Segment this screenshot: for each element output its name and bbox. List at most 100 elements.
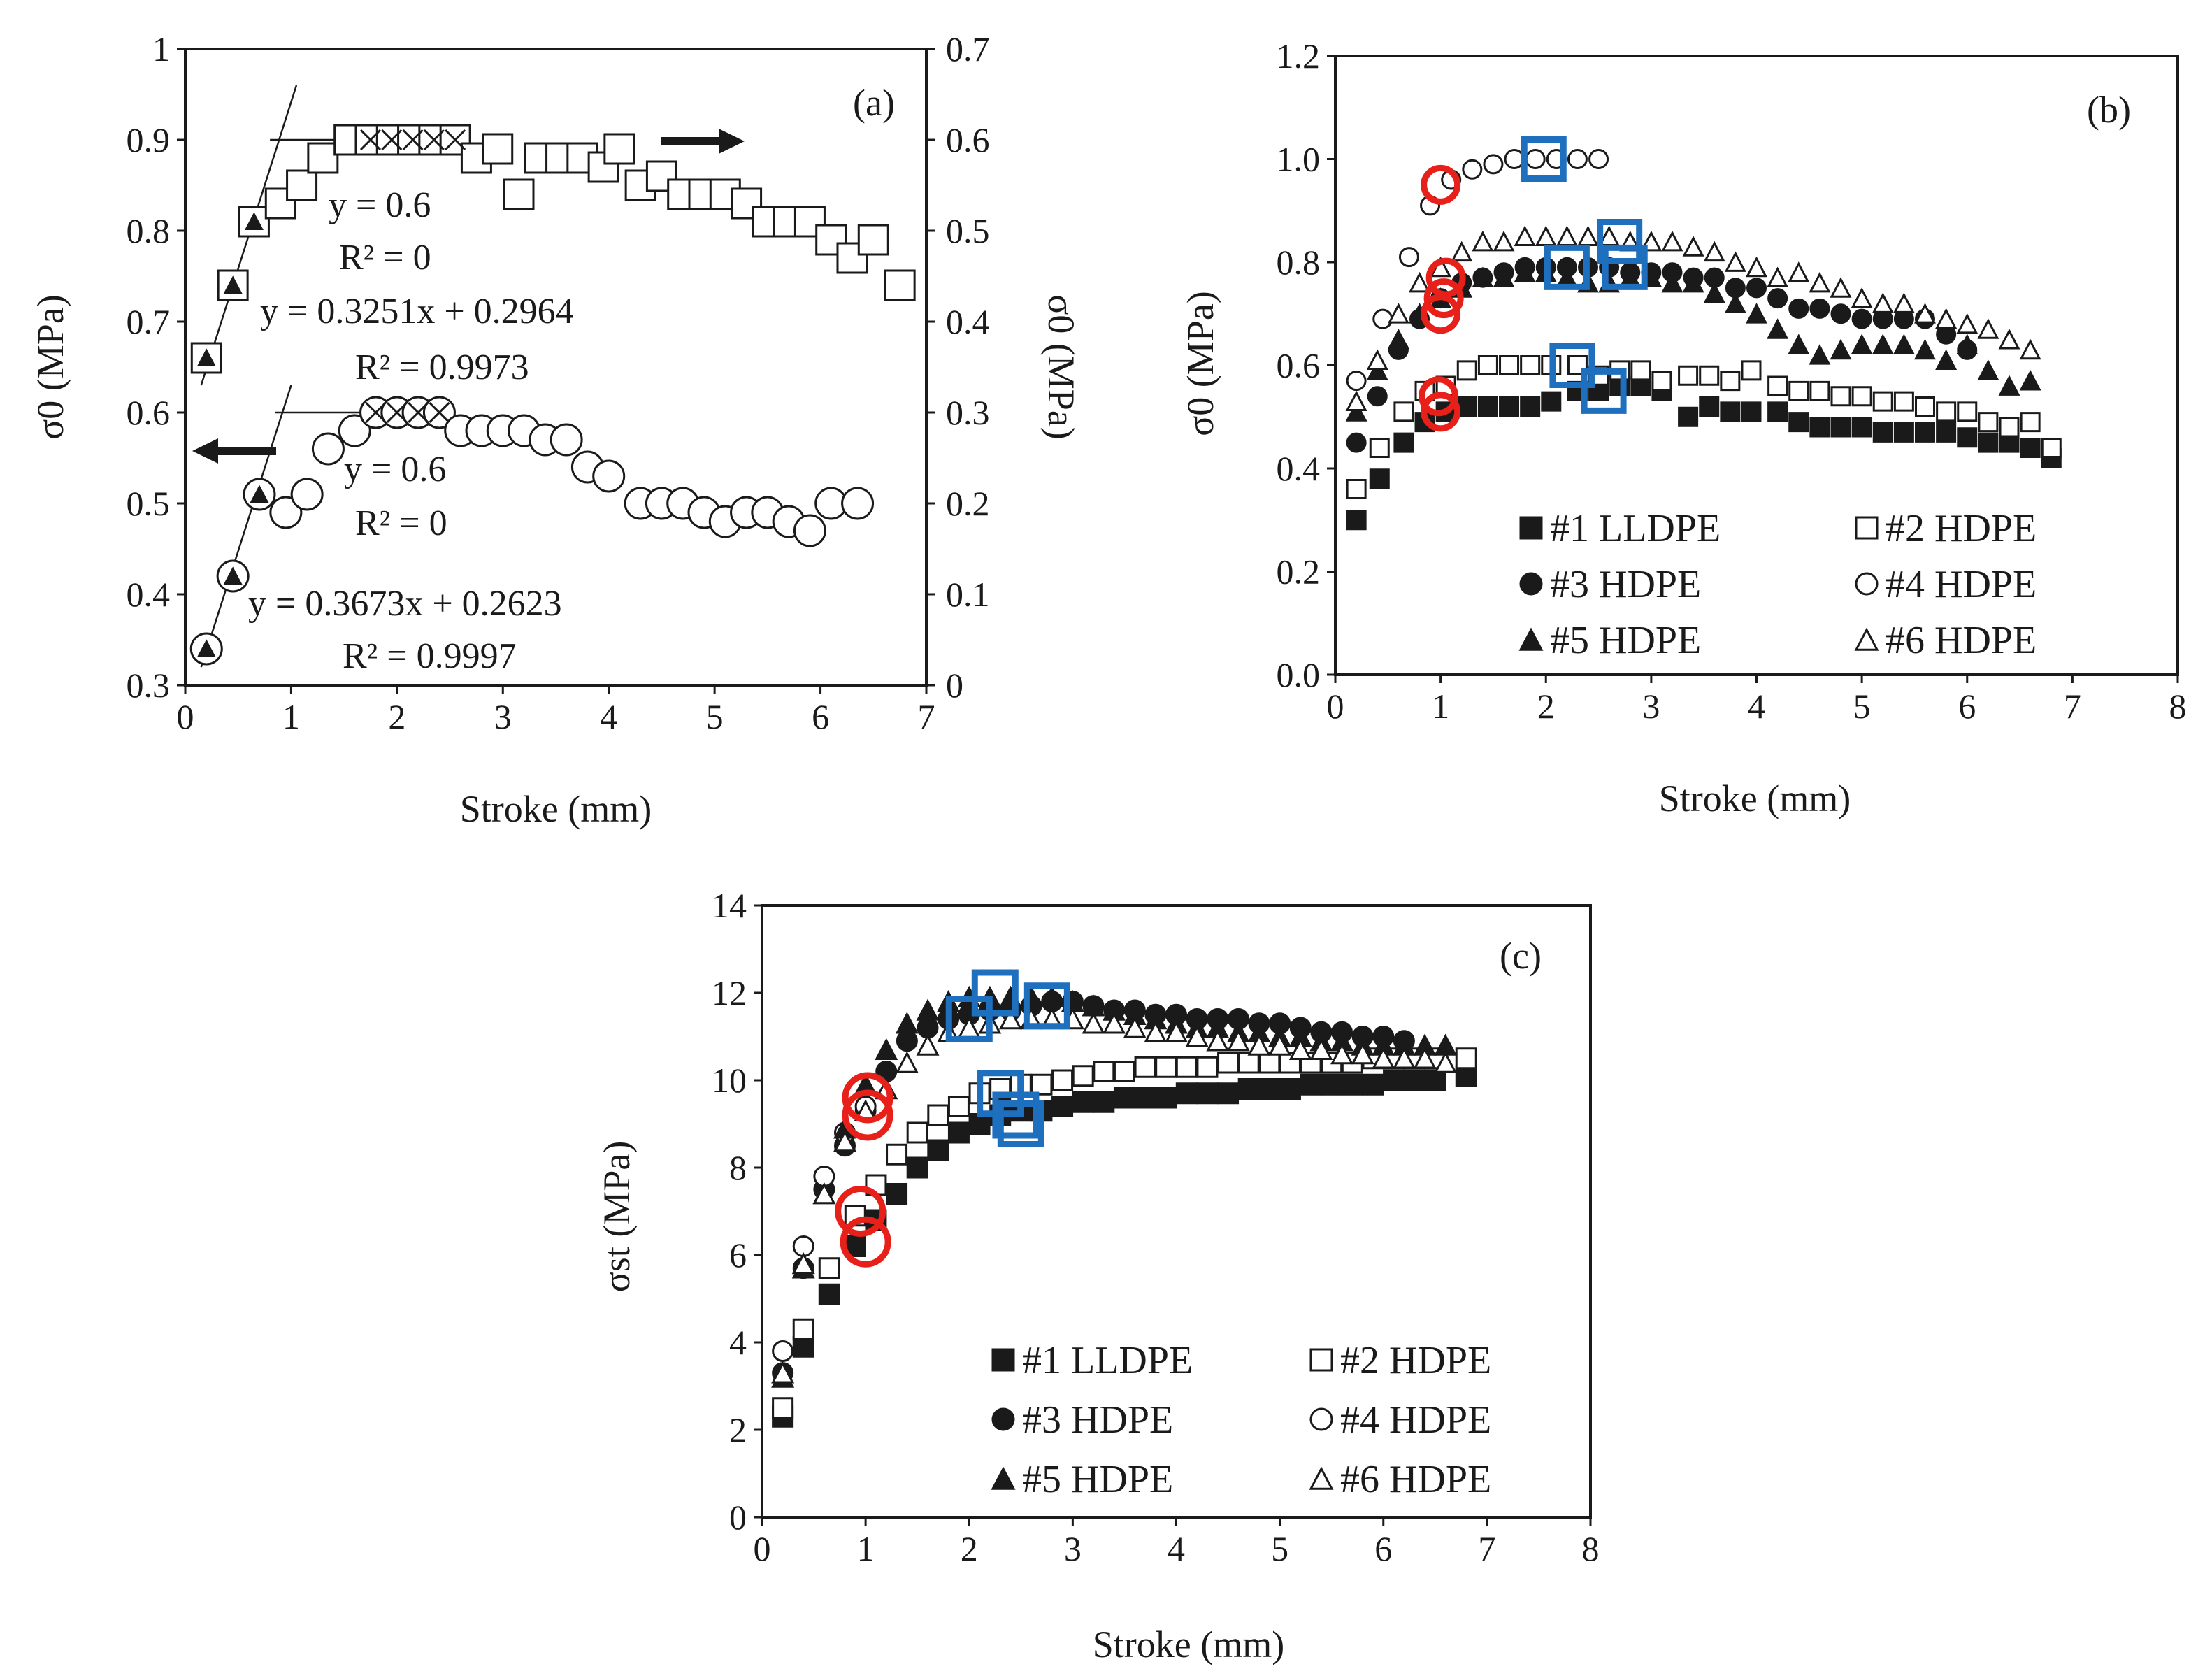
panel-b-data-point: [1366, 359, 1388, 380]
panel-a-plateau-x-mark: [429, 401, 450, 424]
panel-a-plateau-x-mark: [445, 129, 466, 151]
panel-b-x-tick-label: 7: [2064, 687, 2081, 726]
panel-b-data-point: [1914, 303, 1936, 324]
panel-b-data-point: [1998, 375, 2020, 396]
panel-c-data-point: [792, 1318, 814, 1340]
panel-a-circle-point: [793, 514, 826, 547]
fit-r2-upper-linear: R² = 0.9973: [355, 347, 529, 387]
panel-c-data-point: [1413, 1047, 1437, 1069]
panel-a-left-axis-title: σ0 (MPa): [29, 294, 71, 440]
panel-b-highlight-blue-square: [1549, 343, 1595, 388]
panel-c-data-point: [1217, 1052, 1240, 1074]
panel-b-data-point: [1477, 396, 1498, 417]
panel-b-data-point: [1957, 427, 1978, 448]
panel-b-highlight-red-circle: [1423, 278, 1464, 319]
panel-c-x-tick-label: 8: [1582, 1529, 1600, 1568]
panel-b-highlight-red-circle: [1421, 392, 1461, 432]
panel-b-highlight-red-circle: [1425, 257, 1466, 298]
panel-c-data-point: [1185, 1024, 1209, 1047]
panel-b-x-tick-label: 3: [1642, 687, 1660, 726]
panel-c-x-tick-label: 5: [1271, 1529, 1288, 1568]
panel-c-y-tick-label: 8: [729, 1148, 747, 1187]
panel-b-data-point: [1809, 298, 1830, 319]
panel-c-data-point: [886, 1183, 908, 1205]
panel-b-y-tick-label: 0.0: [1277, 655, 1321, 694]
panel-b-data-point: [1535, 225, 1557, 246]
panel-a-right-tick-label: 0: [946, 666, 963, 705]
panel-a-plateau-x-mark: [381, 129, 403, 151]
panel-b-data-point: [1451, 241, 1473, 262]
panel-b-data-point: [1914, 338, 1936, 360]
fit-r2-lower-linear: R² = 0.9997: [343, 636, 517, 676]
panel-c-legend-marker: [991, 1348, 1015, 1372]
panel-c-data-point: [1309, 1038, 1333, 1061]
panel-c-data-point: [906, 1156, 928, 1179]
panel-c-x-tick-label: 7: [1478, 1529, 1495, 1568]
panel-b-data-point: [1893, 292, 1915, 313]
panel-c-highlight-blue-square: [945, 996, 993, 1042]
panel-c-data-point: [1217, 1082, 1240, 1105]
panel-c-legend-marker: [1309, 1466, 1334, 1490]
panel-b-data-point: [1720, 371, 1741, 392]
panel-b-data-point: [1724, 251, 1746, 272]
panel-a-y-tick-label: 0.3: [127, 666, 171, 705]
panel-b-y-tick-label: 1.0: [1277, 140, 1321, 179]
panel-a-fit-point-triangle: [250, 485, 269, 503]
panel-b-data-point: [1936, 422, 1957, 443]
panel-c-data-point: [1206, 1029, 1230, 1052]
panel-b-data-point: [1462, 159, 1483, 180]
panel-c-label: (c): [1500, 935, 1542, 977]
panel-a-y-tick-label: 0.6: [127, 393, 171, 432]
right-axis-arrow: [661, 129, 745, 154]
panel-b-legend-marker: [1519, 516, 1543, 540]
panel-b-y-tick-label: 0.2: [1277, 552, 1321, 591]
panel-b-data-point: [1767, 375, 1788, 396]
panel-b-data-point: [1699, 396, 1720, 417]
panel-a-x-axis-title: Stroke (mm): [460, 788, 652, 830]
panel-a-y-tick-label: 0.5: [127, 484, 171, 523]
panel-b-data-point: [1372, 308, 1393, 329]
panel-c-legend-label: #6 HDPE: [1340, 1458, 1491, 1501]
panel-b-data-point: [1567, 149, 1588, 169]
panel-b-data-point: [1456, 360, 1477, 381]
panel-a-right-tick-label: 0.6: [946, 120, 990, 159]
panel-b-data-point: [1499, 396, 1520, 417]
panel-c-y-tick-label: 10: [712, 1061, 747, 1100]
panel-c-data-point: [896, 1030, 918, 1052]
panel-b-data-point: [1851, 287, 1873, 308]
panel-b-data-point: [1935, 349, 1958, 370]
panel-c-data-point: [1434, 1051, 1458, 1073]
panel-b-data-point: [1830, 303, 1851, 324]
panel-c-data-point: [1155, 1087, 1177, 1109]
panel-b-legend-label: #3 HDPE: [1550, 563, 1701, 606]
panel-c-data-point: [1237, 1052, 1260, 1074]
panel-c-data-point: [1196, 1056, 1219, 1078]
panel-c-data-point: [1321, 1073, 1343, 1096]
panel-b-data-point: [1977, 318, 1999, 339]
panel-c-data-point: [1165, 1020, 1188, 1043]
panel-c-data-point: [1226, 1029, 1250, 1052]
panel-a-circle-point: [311, 432, 345, 466]
panel-a-square-point: [482, 133, 514, 165]
fit-label-upper-linear: y = 0.3251x + 0.2964: [260, 292, 574, 331]
panel-b-data-point: [1346, 432, 1367, 453]
panel-b-legend-label: #5 HDPE: [1550, 619, 1701, 662]
panel-a-square-point: [603, 133, 635, 165]
panel-b-data-point: [1678, 365, 1699, 386]
panel-b-highlight-blue-square: [1544, 244, 1590, 290]
panel-b-data-point: [1978, 432, 1999, 453]
panel-c-data-point: [1093, 1091, 1115, 1113]
panel-b-data-point: [1493, 266, 1515, 287]
panel-c-data-point: [1424, 1069, 1446, 1091]
panel-c-data-point: [895, 1012, 919, 1034]
panel-b-data-point: [1830, 277, 1852, 298]
panel-c-data-point: [947, 1096, 970, 1117]
panel-b-data-point: [2019, 370, 2041, 391]
panel-a-plateau-x-mark: [423, 129, 445, 151]
panel-c-x-axis-title: Stroke (mm): [1093, 1623, 1284, 1665]
left-axis-arrow: [192, 438, 276, 464]
panel-c-data-point: [1237, 1078, 1260, 1100]
panel-c-data-point: [1383, 1069, 1405, 1091]
panel-b-data-point: [1746, 278, 1767, 299]
panel-a-square-point: [503, 178, 535, 210]
